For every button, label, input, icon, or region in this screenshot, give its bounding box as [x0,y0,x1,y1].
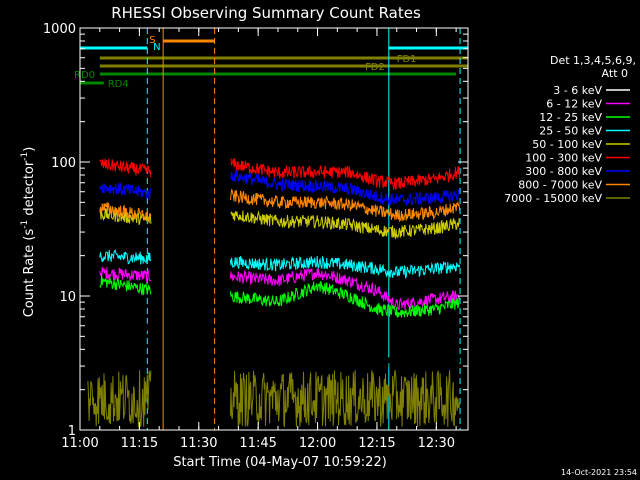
y-axis-label-end: ) [22,147,37,152]
series-line [99,182,152,201]
y-tick-label: 100 [51,156,76,171]
legend-label: 3 - 6 keV [553,84,602,97]
series-line [87,370,152,428]
series-line [99,274,152,296]
x-tick-label: 11:45 [239,436,276,451]
series-line [230,158,461,190]
series-line [229,267,461,311]
series-line [99,201,152,222]
series-line [99,299,152,337]
series-line [99,248,152,265]
legend-label: 7000 - 15000 keV [504,192,602,205]
legend-label: 300 - 800 keV [525,165,602,178]
y-tick-label: 1 [68,424,76,439]
series-1 [99,266,461,311]
legend-label: 6 - 12 keV [546,98,602,111]
series-line [99,158,152,178]
y-axis-label-sup2: -1 [20,152,30,161]
flag-label: FD2 [365,62,385,73]
legend-title-line2: Att 0 [602,67,628,80]
x-axis-label: Start Time (04-May-07 10:59:22) [173,455,387,470]
x-tick-label: 11:00 [61,436,98,451]
series-3 [99,248,461,280]
legend-label: 50 - 100 keV [532,138,602,151]
y-tick-label: 1000 [43,22,76,37]
plot-frame [79,27,469,431]
series-line [229,370,461,428]
series-0 [99,285,461,369]
series-line [229,188,461,223]
y-axis-label: Count Rate (s-1 detector-1) [20,147,37,318]
legend-label: 25 - 50 keV [539,125,602,138]
y-axis-label-mid: detector [22,160,37,220]
series-7 [99,188,461,223]
series-6 [99,169,461,206]
legend-label: 12 - 25 keV [539,111,602,124]
series-line [229,281,461,318]
x-tick-label: 12:30 [418,436,455,451]
flag-label: FD1 [397,54,417,65]
flag-letter: S [149,35,155,46]
series-line [229,255,461,280]
flag-label: RD0 [74,70,95,81]
x-tick-label: 12:15 [358,436,395,451]
x-tick-label: 12:00 [299,436,336,451]
legend-title-line1: Det 1,3,4,5,6,9, [550,54,636,67]
legend-label: 800 - 7000 keV [518,179,602,192]
y-axis-label-sup1: -1 [20,220,30,229]
series-group [87,158,461,428]
chart-title: RHESSI Observing Summary Count Rates [111,4,421,22]
x-tick-label: 11:30 [180,436,217,451]
flag-label: RD4 [108,79,129,90]
timestamp: 14-Oct-2021 23:54 [561,468,637,477]
y-axis-label-main: Count Rate (s [22,229,37,318]
series-2 [99,274,461,318]
series-line [230,285,461,369]
flag-bars: FD1 FD2 RD0 RD4 SN [74,35,468,90]
series-line [230,210,461,240]
flag-letter: N [153,42,160,53]
x-tick-label: 11:15 [121,436,158,451]
y-tick-label: 10 [59,290,76,305]
series-line [229,169,461,206]
series-5 [99,158,461,190]
axes: 11:00 11:15 11:30 11:45 12:00 12:15 12:30 1 10 10… [43,22,468,451]
series-line [99,266,152,283]
legend-label: 100 - 300 keV [525,152,602,165]
series-8 [87,370,461,428]
